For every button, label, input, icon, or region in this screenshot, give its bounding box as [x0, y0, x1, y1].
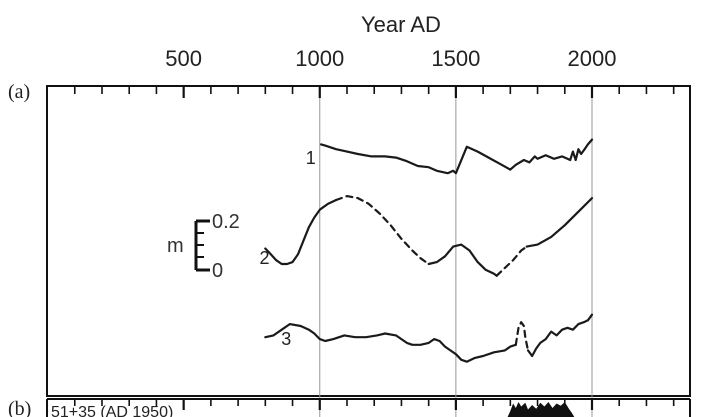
series-3-segment-0	[264, 323, 517, 363]
series-2-segment-3	[495, 245, 528, 277]
panel-a-frame	[46, 85, 691, 397]
x-tick-labels: 500 1000 1500 2000	[165, 46, 616, 71]
series-3-segment-2	[526, 313, 594, 358]
series-label-2: 2	[259, 248, 269, 268]
scale-bar-bottom-label: 0	[212, 260, 223, 282]
series-label-3: 3	[281, 329, 291, 349]
vertical-gridlines	[319, 87, 593, 417]
x-tick-label-1500: 1500	[431, 46, 480, 71]
series-2-segment-4	[525, 197, 594, 248]
panel-b-area	[507, 402, 575, 417]
series-2-segment-2	[427, 243, 498, 277]
panel-label-a: (a)	[8, 81, 30, 103]
x-tick-label-2000: 2000	[568, 46, 617, 71]
series-2-segment-0	[264, 198, 338, 266]
panel-b-series-label: 51+35 (AD 1950)	[51, 404, 173, 417]
series-lines	[264, 138, 594, 363]
scale-bar: m 0.2 0	[167, 211, 240, 282]
x-tick-label-1000: 1000	[295, 46, 344, 71]
scale-bar-unit: m	[167, 235, 184, 257]
top-axis-ticks	[73, 87, 675, 410]
series-3-segment-1	[514, 321, 530, 352]
x-tick-label-500: 500	[165, 46, 202, 71]
series-labels: 1 2 3	[259, 148, 315, 349]
panel-label-b: (b)	[8, 398, 31, 417]
scale-bar-top-label: 0.2	[212, 211, 240, 233]
series-2-segment-1	[335, 195, 430, 266]
series-1-segment-0	[320, 138, 594, 175]
series-label-1: 1	[306, 148, 316, 168]
x-axis-title: Year AD	[361, 12, 441, 37]
panel-b-content	[507, 402, 575, 417]
